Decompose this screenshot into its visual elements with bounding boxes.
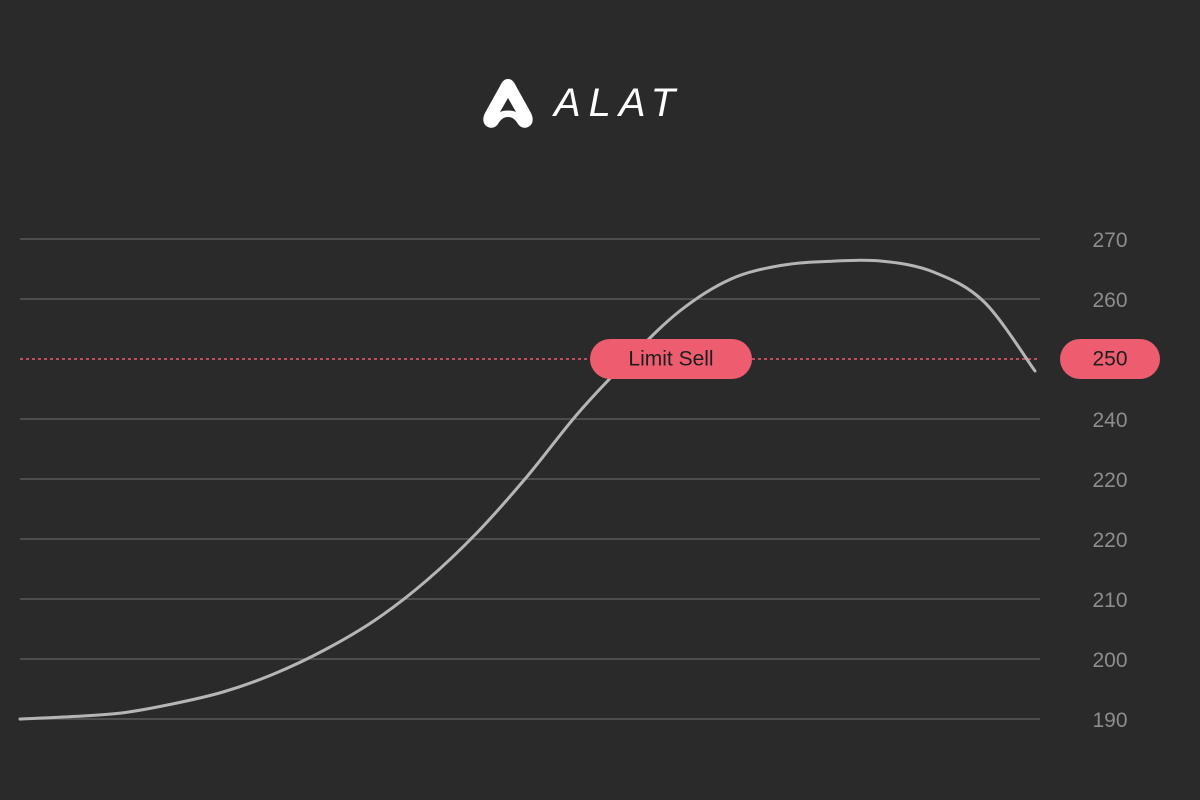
price-series-line [18, 258, 1037, 721]
limit-sell-label: Limit Sell [628, 348, 713, 371]
y-tick-label: 260 [1092, 289, 1127, 312]
alat-logo-icon [483, 79, 533, 128]
y-tick-label: 270 [1092, 229, 1127, 252]
y-tick-label: 190 [1092, 709, 1127, 732]
alat-logo: ALAT [478, 76, 722, 130]
y-tick-label: 210 [1092, 589, 1127, 612]
limit-sell-badge-bg [590, 339, 752, 379]
y-tick-label: 220 [1092, 469, 1127, 492]
y-tick-label: 200 [1092, 649, 1127, 672]
chart-grid [20, 238, 1040, 720]
limit-value-badge-bg [1060, 339, 1160, 379]
y-axis-ticks: 270 260 240 220 220 210 200 190 [1092, 229, 1127, 732]
limit-value-label: 250 [1092, 348, 1127, 371]
y-tick-label: 220 [1092, 529, 1127, 552]
brand-name: ALAT [554, 81, 684, 125]
y-tick-label: 240 [1092, 409, 1127, 432]
limit-value-badge: 250 [1060, 339, 1160, 379]
limit-sell-badge[interactable]: Limit Sell [590, 339, 752, 379]
